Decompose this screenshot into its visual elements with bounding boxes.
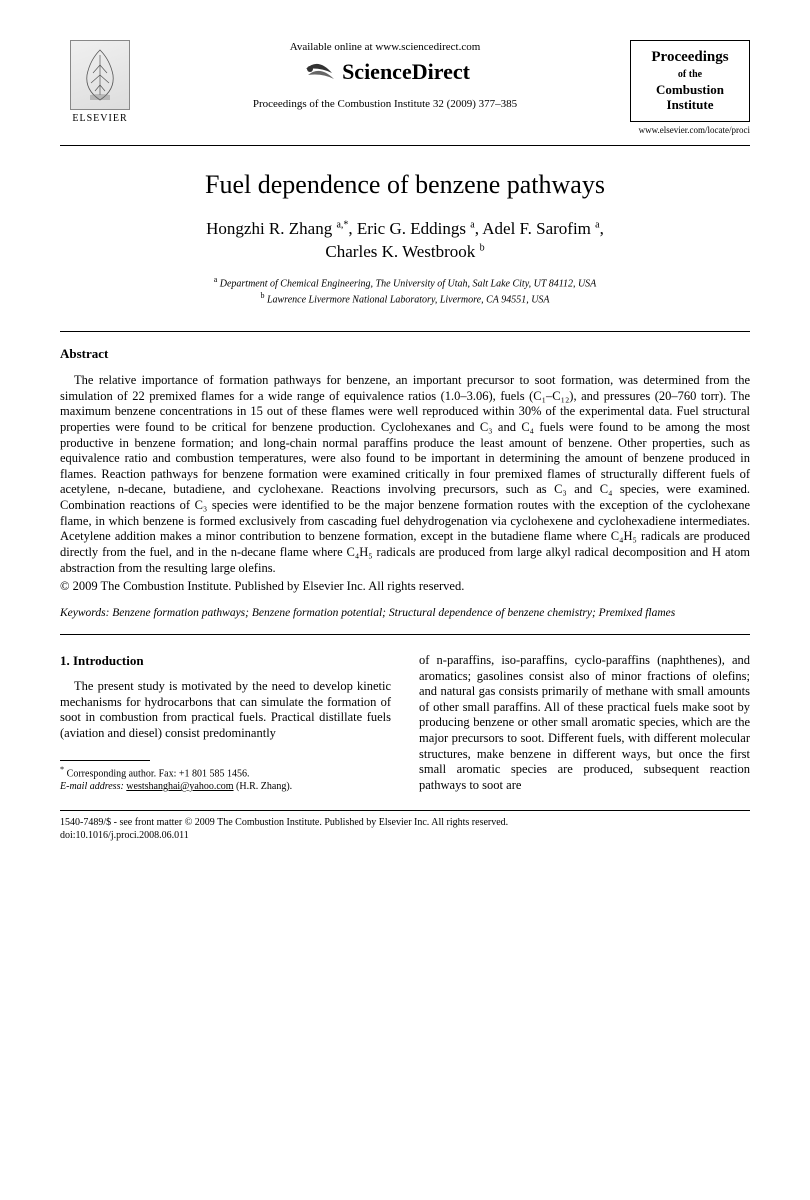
column-left: 1. Introduction The present study is mot… [60, 653, 391, 794]
journal-of-the: of the [637, 68, 743, 81]
publisher-name: ELSEVIER [72, 112, 127, 125]
email-attribution: (H.R. Zhang). [236, 781, 292, 792]
keywords-text: Benzene formation pathways; Benzene form… [112, 607, 675, 619]
intro-para-right: of n-paraffins, iso-paraffins, cyclo-par… [419, 653, 750, 794]
affiliations: a Department of Chemical Engineering, Th… [60, 275, 750, 307]
journal-title-line1: Proceedings [637, 49, 743, 66]
affiliation-b: b Lawrence Livermore National Laboratory… [60, 291, 750, 307]
footer-doi: doi:10.1016/j.proci.2008.06.011 [60, 829, 750, 843]
header-row: ELSEVIER Available online at www.science… [60, 40, 750, 137]
footer-line1: 1540-7489/$ - see front matter © 2009 Th… [60, 816, 750, 830]
email-label: E-mail address: [60, 781, 124, 792]
keywords: Keywords: Benzene formation pathways; Be… [60, 606, 750, 622]
email-link[interactable]: westshanghai@yahoo.com [126, 781, 233, 792]
journal-title-line2: Combustion [637, 83, 743, 98]
column-right: of n-paraffins, iso-paraffins, cyclo-par… [419, 653, 750, 794]
journal-title-line3: Institute [637, 98, 743, 113]
publisher-block: ELSEVIER [60, 40, 140, 125]
author-list: Hongzhi R. Zhang a,*, Eric G. Eddings a,… [60, 218, 750, 264]
journal-url: www.elsevier.com/locate/proci [630, 125, 750, 137]
article-title: Fuel dependence of benzene pathways [60, 168, 750, 202]
body-columns: 1. Introduction The present study is mot… [60, 653, 750, 794]
intro-heading: 1. Introduction [60, 653, 391, 669]
abstract-top-rule [60, 331, 750, 332]
keywords-label: Keywords: [60, 607, 109, 619]
corresponding-author: * Corresponding author. Fax: +1 801 585 … [60, 765, 391, 780]
keywords-bottom-rule [60, 634, 750, 635]
abstract-heading: Abstract [60, 346, 750, 363]
affiliation-a: a Department of Chemical Engineering, Th… [60, 275, 750, 291]
footnote-block: * Corresponding author. Fax: +1 801 585 … [60, 765, 391, 793]
email-line: E-mail address: westshanghai@yahoo.com (… [60, 780, 391, 793]
journal-title-box: Proceedings of the Combustion Institute [630, 40, 750, 122]
sciencedirect-swoosh-icon [300, 59, 336, 87]
center-header: Available online at www.sciencedirect.co… [140, 40, 630, 111]
footer-rule [60, 810, 750, 811]
footnote-rule [60, 760, 150, 761]
abstract-body: The relative importance of formation pat… [60, 373, 750, 576]
journal-box-wrapper: Proceedings of the Combustion Institute … [630, 40, 750, 137]
abstract-copyright: © 2009 The Combustion Institute. Publish… [60, 578, 750, 594]
sciencedirect-logo: ScienceDirect [155, 58, 615, 87]
footer-text: 1540-7489/$ - see front matter © 2009 Th… [60, 816, 750, 843]
intro-para-left: The present study is motivated by the ne… [60, 679, 391, 742]
elsevier-tree-logo [70, 40, 130, 110]
header-rule [60, 145, 750, 146]
citation-line: Proceedings of the Combustion Institute … [155, 97, 615, 111]
sciencedirect-wordmark: ScienceDirect [342, 58, 470, 87]
available-online-text: Available online at www.sciencedirect.co… [155, 40, 615, 54]
